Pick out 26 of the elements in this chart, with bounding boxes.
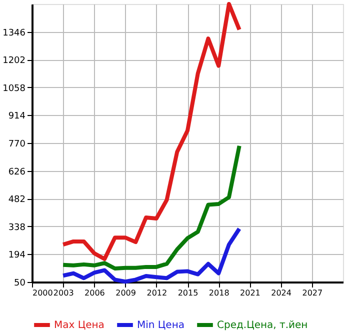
x-tick-label: 2006 [84, 288, 105, 298]
x-tick-label: 2015 [178, 288, 198, 298]
x-tick-label: 2018 [208, 288, 230, 298]
x-tick-label: 2012 [146, 288, 168, 298]
y-tick-label: 338 [8, 222, 26, 233]
line-series [61, 144, 242, 270]
line-series [61, 2, 242, 262]
y-tick-label: 1058 [2, 84, 26, 94]
x-tick-label: 2021 [240, 288, 260, 298]
x-tick-label: 2009 [116, 288, 136, 298]
y-tick-label: 194 [8, 250, 26, 261]
y-tick-label: 50 [14, 278, 26, 288]
y-tick-label: 1346 [2, 28, 26, 38]
legend-label: Сред.Цена, т.йен [217, 320, 308, 331]
y-tick-label: 914 [8, 112, 26, 122]
x-tick-label: 2003 [53, 288, 74, 298]
line-series [61, 226, 242, 284]
y-tick-label: 770 [8, 140, 26, 150]
y-tick-label: 482 [8, 195, 26, 206]
legend-label: Max Цена [54, 320, 104, 331]
legend-label: Min Цена [137, 320, 185, 331]
y-tick-label: 626 [8, 167, 26, 178]
x-tick-label: 2027 [302, 288, 323, 298]
x-tick-label: 2000 [32, 288, 53, 298]
y-tick-label: 1202 [2, 56, 26, 66]
x-tick-label: 2024 [271, 288, 292, 298]
